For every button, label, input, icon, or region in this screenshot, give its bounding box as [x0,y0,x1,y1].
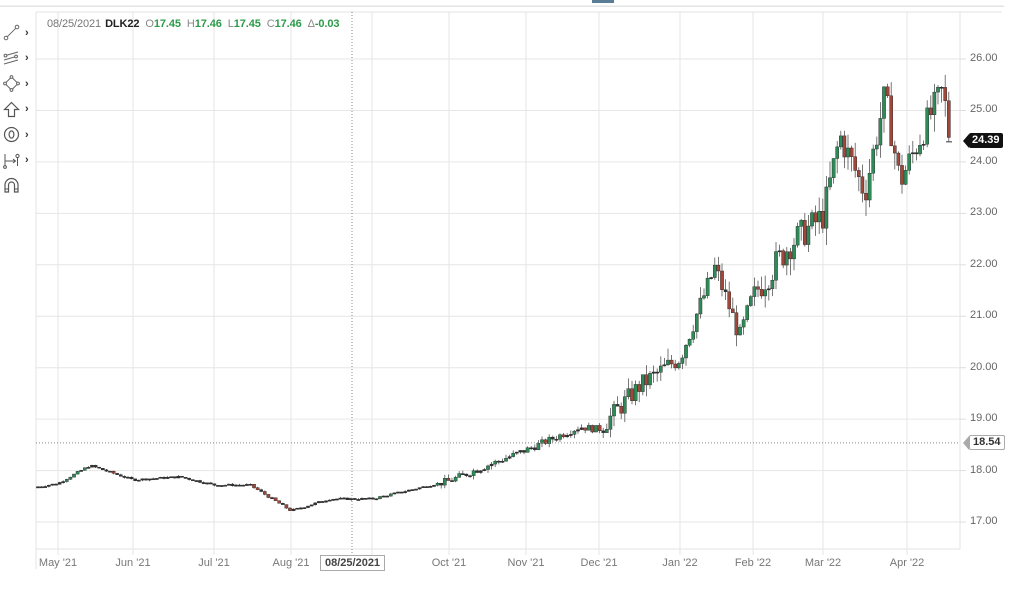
legend-change-label: Δ [307,18,315,30]
crosshair-date-tag: 08/25/2021 [320,555,386,571]
magnet-tool[interactable] [0,173,34,199]
legend-close-label: C [266,18,275,30]
legend-symbol: DLK22 [105,18,140,30]
x-tick-label: Feb '22 [734,557,772,569]
legend-low-label: L [227,18,234,30]
legend-close-value: 17.46 [274,18,302,30]
legend-high-label: H [186,18,195,30]
x-tick-label: Nov '21 [507,557,545,569]
y-tick-label: 19.00 [970,412,998,425]
y-tick-label: 23.00 [970,206,998,219]
y-tick-label: 21.00 [970,309,998,322]
legend-open-label: O [145,18,154,30]
legend-date: 08/25/2021 [47,18,102,30]
chevron-right-icon[interactable]: › [25,77,29,90]
arrow-tool[interactable]: › [0,97,34,123]
legend-open-value: 17.45 [153,18,181,30]
legend-low-value: 17.45 [233,18,261,30]
y-tick-label: 26.00 [970,52,998,64]
shapes-tool[interactable]: › [0,71,34,97]
y-tick-label: 18.00 [970,463,998,476]
chevron-right-icon[interactable]: › [25,26,29,39]
drawing-toolbar: › › › › › › [0,20,34,199]
x-tick-label: Dec '21 [580,557,618,569]
crosshair-price-tag: 18.54 [963,435,1005,450]
x-tick-label: Apr '22 [889,557,925,569]
trend-line-tool[interactable]: › [0,20,34,46]
x-tick-label: Jan '22 [662,557,698,569]
legend-change-value: -0.03 [314,18,340,30]
y-tick-label: 20.00 [970,360,998,373]
y-tick-label: 17.00 [970,515,998,528]
y-tick-label: 24.00 [970,154,998,167]
x-tick-label: Aug '21 [272,557,310,569]
line-icon [3,24,20,41]
y-tick-label: 25.00 [970,103,998,116]
annotation-tool[interactable]: › [0,122,34,148]
legend-high-value: 17.46 [194,18,222,30]
chevron-right-icon[interactable]: › [25,128,29,141]
y-tick-label: 22.00 [970,257,998,270]
x-tick-label: Jul '21 [198,557,230,569]
x-tick-label: May '21 [38,557,78,569]
measure-icon [3,153,20,169]
chevron-right-icon[interactable]: › [25,103,29,116]
circle-zero-icon [3,127,20,143]
x-tick-label: Mar '22 [804,557,842,569]
polygon-icon [3,75,20,93]
x-tick-label: Jun '21 [115,557,151,569]
x-tick-label: Oct '21 [431,557,467,569]
arrow-up-icon [3,101,20,117]
last-price-tag: 24.39 [963,133,1003,148]
chevron-right-icon[interactable]: › [25,154,29,167]
parallel-lines-icon [3,51,19,65]
panel-resize-handle[interactable] [592,0,614,3]
multi-line-tool[interactable]: › [0,46,34,72]
measure-tool[interactable]: › [0,148,34,174]
ohlc-legend: 08/25/2021 DLK22 O17.45 H17.46 L17.45 C17… [47,18,340,30]
magnet-icon [4,178,19,193]
chevron-right-icon[interactable]: › [25,52,29,65]
